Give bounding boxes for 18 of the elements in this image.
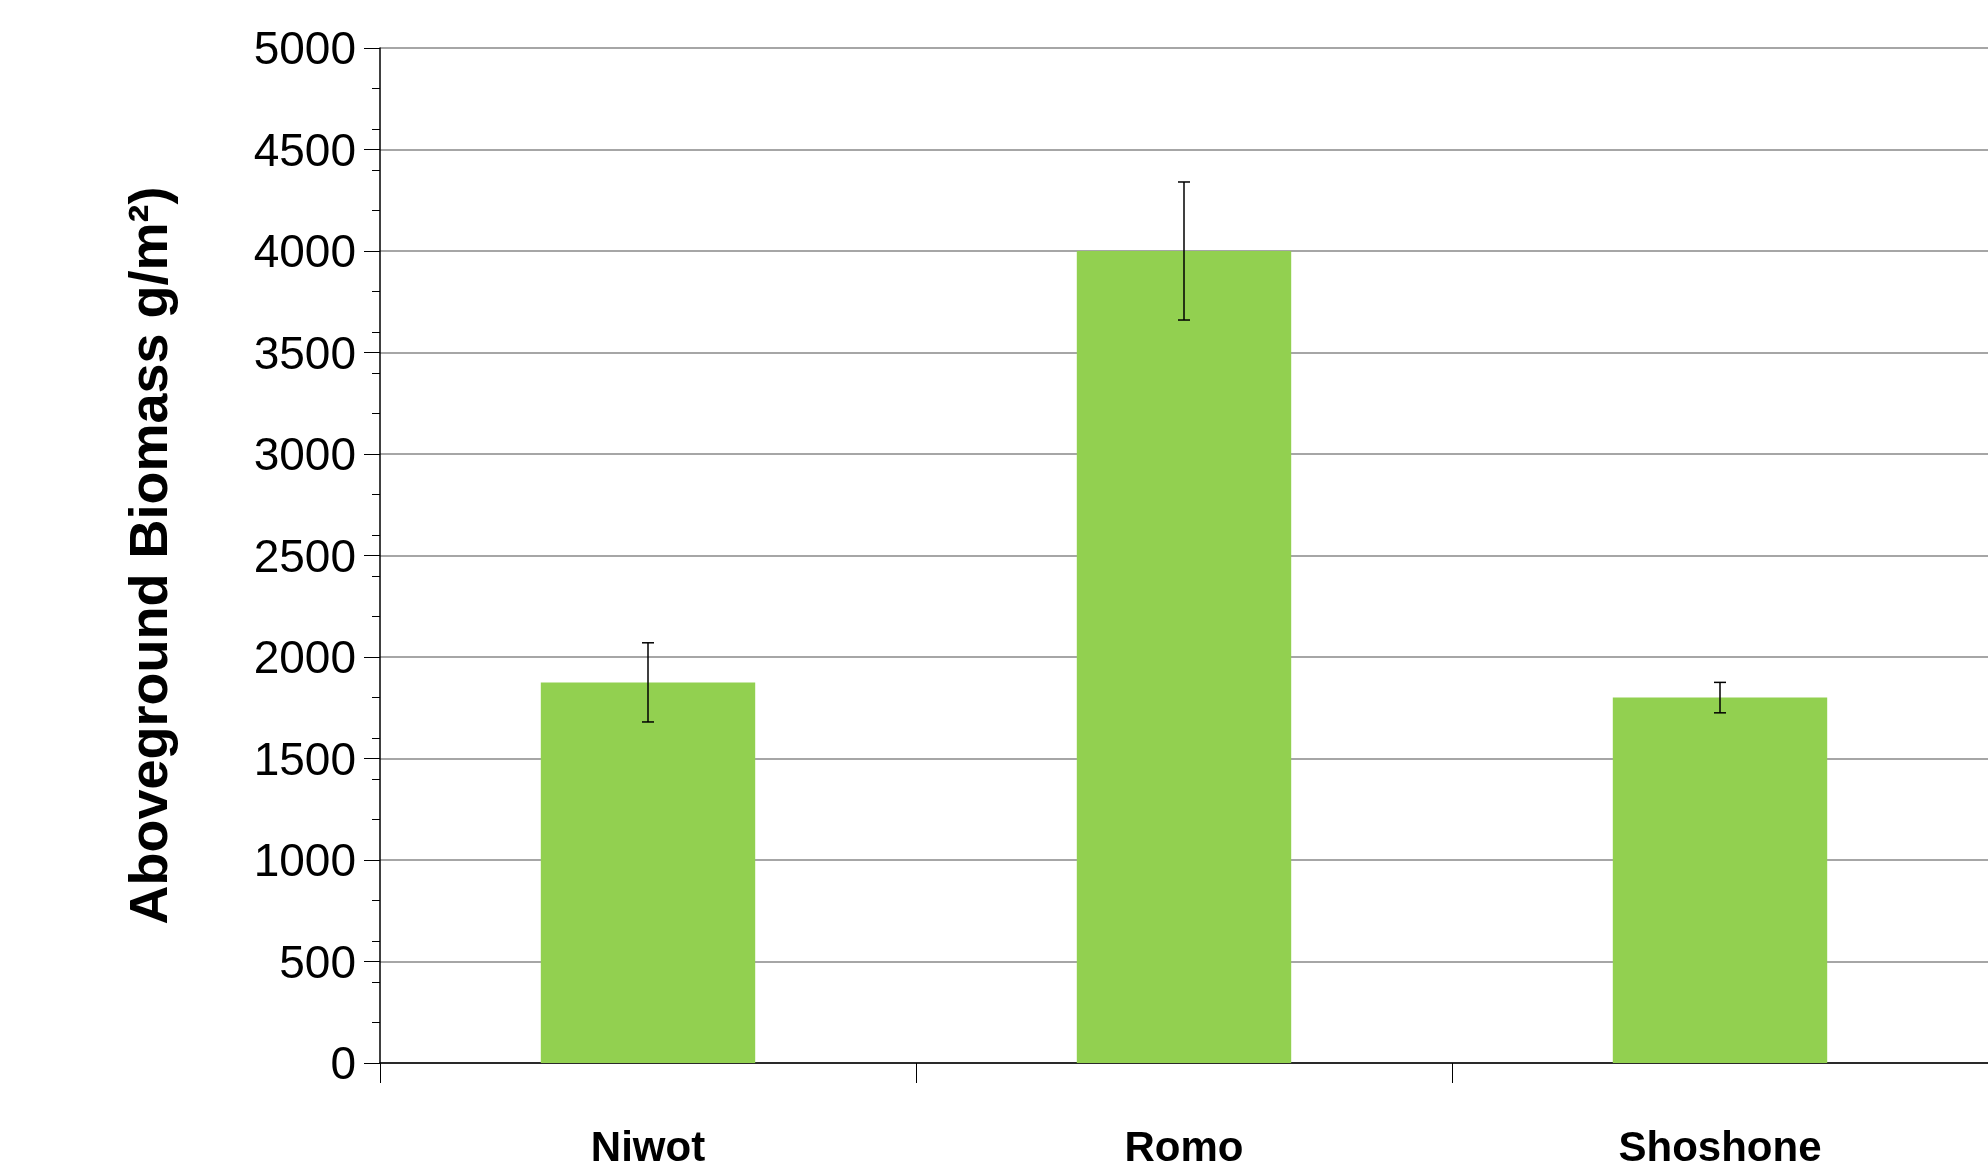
bar [1612,697,1828,1063]
x-tick-label: Shoshone [1618,1122,1822,1170]
y-tick-label: 1500 [253,732,356,785]
y-tick-label: 4500 [253,123,356,176]
y-tick-label: 0 [330,1037,356,1089]
y-tick-label: 2000 [253,631,356,683]
y-tick-label: 1000 [253,834,356,886]
y-tick-label: 3500 [253,326,356,379]
y-tick-label: 3000 [253,428,356,480]
bar [540,682,756,1063]
x-tick-label: Romo [1124,1122,1244,1170]
bar [1076,251,1292,1063]
y-tick-label: 4000 [253,225,356,277]
y-axis-title: Aboveground Biomass g/m²) [118,186,178,925]
x-tick-label: Niwot [590,1122,706,1170]
y-tick-label: 5000 [253,22,356,74]
y-tick-label: 2500 [253,529,356,582]
y-tick-label: 500 [279,935,356,988]
